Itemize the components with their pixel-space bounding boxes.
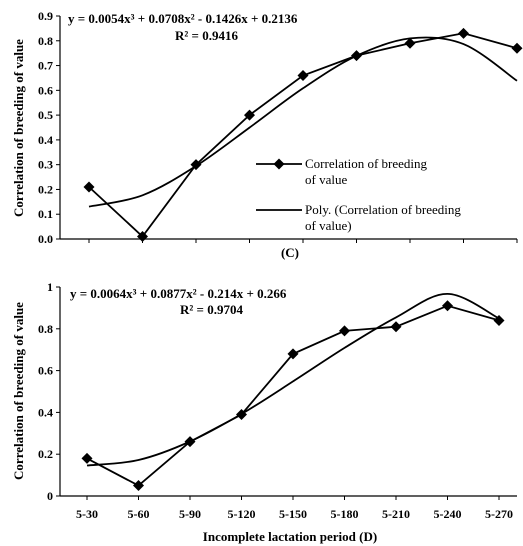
- x-tick-label: 5-60: [128, 507, 150, 521]
- data-point-marker: [391, 321, 402, 332]
- y-tick-label: 0.3: [38, 158, 53, 172]
- y-tick-label: 0.6: [38, 83, 53, 97]
- data-point-marker: [512, 43, 523, 54]
- y-tick-label: 0.6: [38, 364, 53, 378]
- legend-marker-diamond: [274, 159, 285, 170]
- x-tick-label: 5-150: [279, 507, 307, 521]
- panel-d: Correlation of breeding of value 0 0.2 0.4…: [11, 280, 517, 544]
- panel-c-label: (C): [281, 245, 299, 260]
- y-tick-label: 0.7: [38, 59, 53, 73]
- data-point-marker: [351, 50, 362, 61]
- panel-d-r2: R² = 0.9704: [180, 302, 243, 317]
- y-tick-label: 0.4: [38, 405, 53, 419]
- panel-c-equation: y = 0.0054x³ + 0.0708x² - 0.1426x + 0.21…: [68, 11, 298, 26]
- legend-label-observed: Correlation of breeding: [305, 156, 428, 171]
- panel-c-y-ticks: 0.0 0.1 0.2 0.3 0.4 0.5 0.6 0.7 0.8 0.9: [38, 9, 60, 246]
- legend-label-poly: Poly. (Correlation of breeding: [305, 202, 461, 217]
- x-tick-label: 5-90: [179, 507, 201, 521]
- data-point-marker: [82, 453, 93, 464]
- y-tick-label: 0.9: [38, 9, 53, 23]
- y-tick-label: 0.8: [38, 322, 53, 336]
- data-point-marker: [339, 325, 350, 336]
- series-line-observed: [87, 306, 499, 486]
- panel-c-x-ticks: [89, 239, 517, 243]
- series-line-poly: [87, 294, 499, 466]
- panel-c-r2: R² = 0.9416: [175, 28, 238, 43]
- panel-d-ylabel: Correlation of breeding of value: [11, 302, 26, 480]
- panel-c-ylabel: Correlation of breeding of value: [11, 39, 26, 217]
- y-tick-label: 0.2: [38, 182, 53, 196]
- y-tick-label: 0.5: [38, 108, 53, 122]
- panel-c: Correlation of breeding of value 0.00.10…: [11, 9, 523, 260]
- panel-d-x-ticks: 5-30 5-60 5-90 5-120 5-150 5-180 5-210 5-240 5-2…: [76, 496, 513, 521]
- panel-d-xlabel: Incomplete lactation period (D): [203, 529, 377, 544]
- data-point-marker: [442, 300, 453, 311]
- y-tick-label: 0.8: [38, 34, 53, 48]
- panel-c-legend: Correlation of breeding of value Poly. (…: [256, 156, 461, 233]
- panel-d-equation: y = 0.0064x³ + 0.0877x² - 0.214x + 0.266: [70, 286, 287, 301]
- y-tick-label: 0.0: [38, 232, 53, 246]
- legend-label-observed-cont: of value: [305, 172, 347, 187]
- data-point-marker: [458, 28, 469, 39]
- panel-d-series: [82, 294, 505, 491]
- series-line-poly: [89, 37, 517, 206]
- x-tick-label: 5-270: [485, 507, 513, 521]
- y-tick-label: 1: [47, 280, 53, 294]
- y-tick-label: 0.1: [38, 207, 53, 221]
- x-tick-label: 5-180: [331, 507, 359, 521]
- x-tick-label: 5-210: [382, 507, 410, 521]
- x-tick-label: 5-30: [76, 507, 98, 521]
- x-tick-label: 5-120: [228, 507, 256, 521]
- panel-d-y-ticks: 0 0.2 0.4 0.6 0.8 1: [38, 280, 60, 503]
- x-tick-label: 5-240: [434, 507, 462, 521]
- y-tick-label: 0.4: [38, 133, 53, 147]
- y-tick-label: 0.2: [38, 447, 53, 461]
- y-tick-label: 0: [47, 489, 53, 503]
- legend-label-poly-cont: of value): [305, 218, 352, 233]
